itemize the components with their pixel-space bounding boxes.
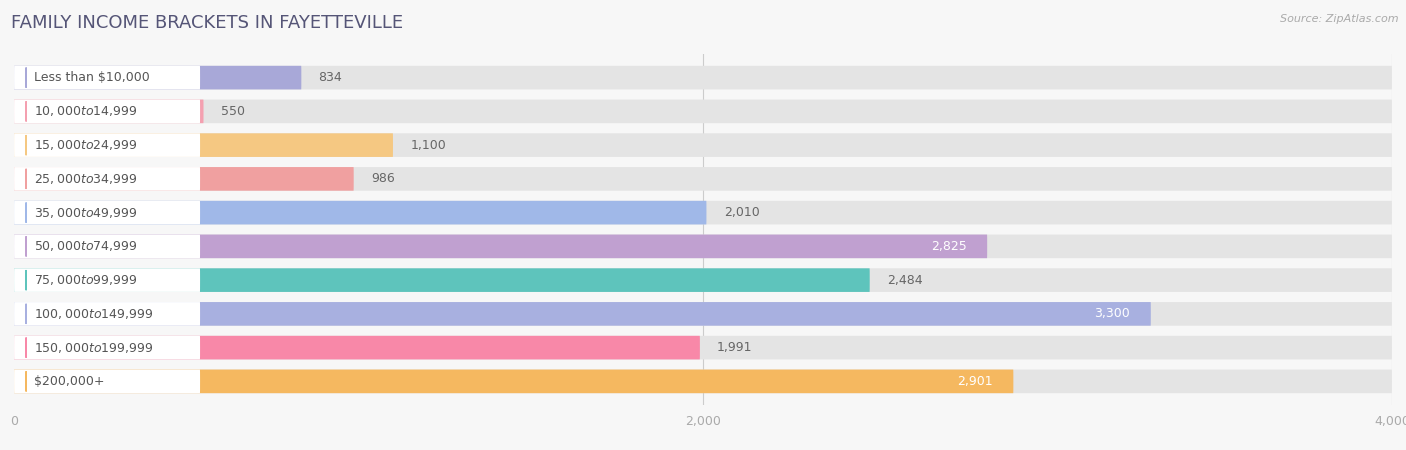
FancyBboxPatch shape	[14, 369, 1014, 393]
FancyBboxPatch shape	[14, 369, 1392, 393]
Text: 2,901: 2,901	[957, 375, 993, 388]
Text: 1,100: 1,100	[411, 139, 446, 152]
Text: 2,484: 2,484	[887, 274, 922, 287]
FancyBboxPatch shape	[14, 133, 200, 157]
FancyBboxPatch shape	[14, 268, 200, 292]
FancyBboxPatch shape	[14, 302, 200, 326]
Text: $15,000 to $24,999: $15,000 to $24,999	[34, 138, 138, 152]
Text: 1,991: 1,991	[717, 341, 752, 354]
Text: $50,000 to $74,999: $50,000 to $74,999	[34, 239, 138, 253]
FancyBboxPatch shape	[14, 336, 700, 360]
FancyBboxPatch shape	[14, 234, 200, 258]
FancyBboxPatch shape	[14, 234, 987, 258]
FancyBboxPatch shape	[14, 167, 354, 191]
FancyBboxPatch shape	[14, 99, 204, 123]
FancyBboxPatch shape	[14, 133, 1392, 157]
FancyBboxPatch shape	[14, 268, 1392, 292]
Text: Less than $10,000: Less than $10,000	[34, 71, 150, 84]
FancyBboxPatch shape	[14, 268, 870, 292]
Text: 2,010: 2,010	[724, 206, 759, 219]
Text: 834: 834	[319, 71, 342, 84]
FancyBboxPatch shape	[14, 369, 200, 393]
Text: $150,000 to $199,999: $150,000 to $199,999	[34, 341, 153, 355]
FancyBboxPatch shape	[14, 201, 706, 225]
Text: $75,000 to $99,999: $75,000 to $99,999	[34, 273, 138, 287]
FancyBboxPatch shape	[14, 167, 1392, 191]
FancyBboxPatch shape	[14, 133, 394, 157]
Text: $200,000+: $200,000+	[34, 375, 104, 388]
FancyBboxPatch shape	[14, 336, 200, 360]
FancyBboxPatch shape	[14, 302, 1392, 326]
Text: Source: ZipAtlas.com: Source: ZipAtlas.com	[1281, 14, 1399, 23]
FancyBboxPatch shape	[14, 66, 200, 90]
Text: FAMILY INCOME BRACKETS IN FAYETTEVILLE: FAMILY INCOME BRACKETS IN FAYETTEVILLE	[11, 14, 404, 32]
Text: $25,000 to $34,999: $25,000 to $34,999	[34, 172, 138, 186]
FancyBboxPatch shape	[14, 167, 200, 191]
Text: 3,300: 3,300	[1094, 307, 1130, 320]
FancyBboxPatch shape	[14, 201, 1392, 225]
Text: 550: 550	[221, 105, 245, 118]
FancyBboxPatch shape	[14, 336, 1392, 360]
Text: $100,000 to $149,999: $100,000 to $149,999	[34, 307, 153, 321]
FancyBboxPatch shape	[14, 234, 1392, 258]
FancyBboxPatch shape	[14, 66, 301, 90]
FancyBboxPatch shape	[14, 99, 1392, 123]
FancyBboxPatch shape	[14, 302, 1152, 326]
Text: $35,000 to $49,999: $35,000 to $49,999	[34, 206, 138, 220]
FancyBboxPatch shape	[14, 99, 200, 123]
Text: 986: 986	[371, 172, 395, 185]
Text: $10,000 to $14,999: $10,000 to $14,999	[34, 104, 138, 118]
FancyBboxPatch shape	[14, 66, 1392, 90]
FancyBboxPatch shape	[14, 201, 200, 225]
Text: 2,825: 2,825	[931, 240, 966, 253]
